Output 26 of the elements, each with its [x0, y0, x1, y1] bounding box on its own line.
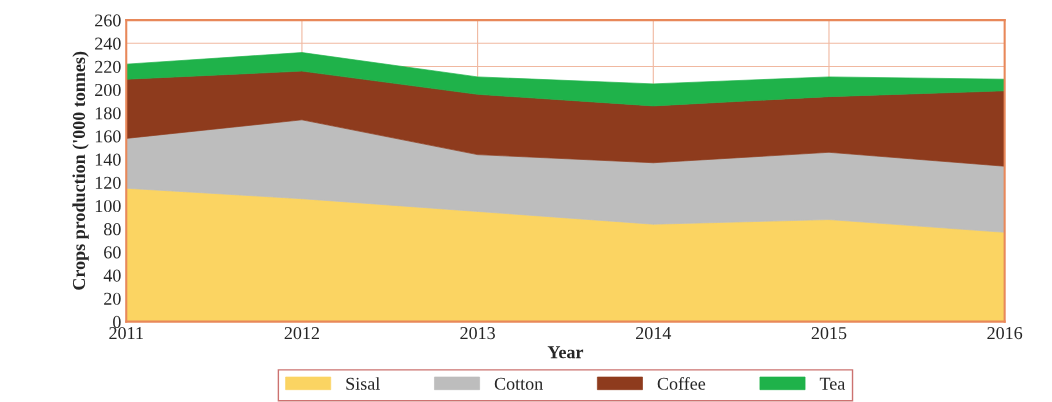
- legend-label: Sisal: [346, 377, 380, 390]
- x-tick-label: 2011: [109, 326, 143, 340]
- x-tick-label: 2016: [987, 326, 1023, 340]
- y-tick-label: 140: [95, 153, 121, 166]
- y-tick-label: 160: [95, 130, 121, 143]
- y-tick-label: 80: [104, 223, 121, 236]
- y-tick-label: 100: [95, 199, 121, 213]
- y-tick-label: 180: [95, 107, 121, 120]
- y-tick-label: 40: [103, 269, 121, 282]
- y-tick-label: 260: [95, 14, 121, 27]
- x-tick-label: 2014: [636, 326, 672, 340]
- y-axis-title: Crops production ('000 tonnes): [72, 51, 89, 290]
- legend-label: Coffee: [657, 376, 706, 390]
- x-axis-title: Year: [547, 346, 584, 359]
- y-tick-label: 120: [95, 176, 121, 189]
- y-tick-label: 200: [95, 83, 121, 97]
- y-tick-label: 220: [95, 60, 121, 73]
- y-tick-label: 0: [113, 315, 121, 329]
- x-tick-label: 2013: [460, 326, 495, 340]
- x-tick-label: 2012: [284, 326, 319, 340]
- y-tick-label: 60: [104, 246, 121, 259]
- x-tick-label: 2015: [811, 326, 847, 340]
- y-tick-label: 20: [104, 292, 121, 305]
- legend-label: Cotton: [494, 377, 543, 390]
- legend-label: Tea: [819, 377, 846, 390]
- y-tick-label: 240: [95, 37, 121, 50]
